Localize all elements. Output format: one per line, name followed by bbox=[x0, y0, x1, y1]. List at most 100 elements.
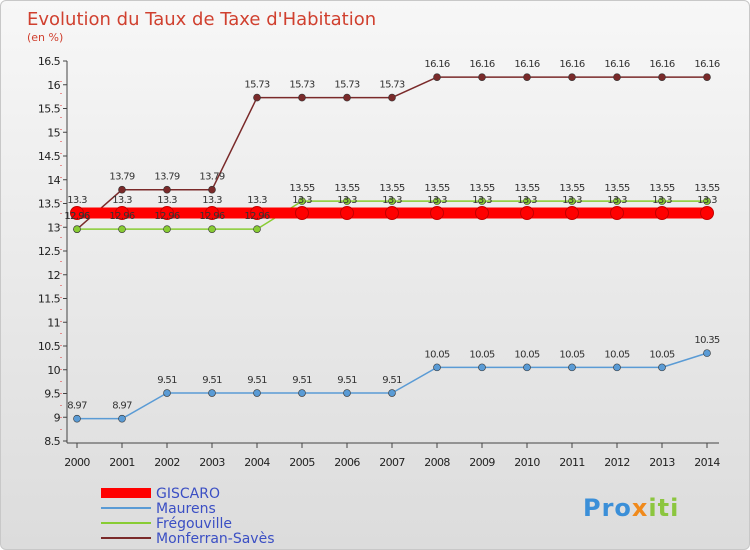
data-label-giscaro: 13.3 bbox=[472, 195, 492, 206]
data-point-fregouville bbox=[613, 197, 621, 205]
data-point-fregouville bbox=[73, 225, 81, 233]
data-point-fregouville bbox=[703, 197, 711, 205]
y-tick-label: 14 bbox=[47, 174, 60, 187]
legend-label-fregouville: Frégouville bbox=[156, 516, 232, 532]
y-tick-label: 14.5 bbox=[38, 150, 61, 163]
x-tick-label: 2011 bbox=[559, 456, 585, 469]
y-tick-label: 12.5 bbox=[38, 245, 61, 258]
data-point-fregouville bbox=[568, 197, 576, 205]
data-label-fregouville: 12.96 bbox=[109, 211, 134, 222]
y-tick-label: 9.5 bbox=[44, 388, 60, 401]
legend-label-monferran-saves: Monferran-Savès bbox=[156, 531, 275, 547]
data-point-giscaro bbox=[295, 206, 309, 220]
data-point-giscaro bbox=[700, 206, 714, 220]
series-layer bbox=[70, 73, 714, 423]
data-point-fregouville bbox=[298, 197, 306, 205]
x-tick-label: 2009 bbox=[469, 456, 495, 469]
data-point-giscaro bbox=[610, 206, 624, 220]
data-label-monferran-saves: 13.79 bbox=[154, 172, 179, 183]
data-label-maurens: 10.05 bbox=[559, 349, 584, 360]
data-label-maurens: 10.05 bbox=[469, 349, 494, 360]
data-label-fregouville: 12.96 bbox=[244, 211, 269, 222]
data-label-maurens: 9.51 bbox=[202, 375, 222, 386]
x-tick-label: 2005 bbox=[289, 456, 315, 469]
data-label-fregouville: 13.55 bbox=[694, 183, 719, 194]
data-point-monferran-saves bbox=[163, 185, 171, 194]
y-tick-label: 11.5 bbox=[38, 293, 61, 306]
data-label-monferran-saves: 16.16 bbox=[604, 59, 629, 70]
data-labels: 12.96 13.79 13.79 13.79 15.73 15.73 15.73 15.73… bbox=[64, 59, 720, 412]
data-point-monferran-saves bbox=[568, 73, 576, 81]
data-label-fregouville: 13.55 bbox=[469, 183, 494, 194]
data-label-monferran-saves: 15.73 bbox=[289, 80, 314, 91]
x-tick-label: 2001 bbox=[109, 456, 135, 469]
data-point-maurens bbox=[433, 363, 441, 372]
data-label-giscaro: 13.3 bbox=[427, 195, 447, 206]
x-tick-label: 2000 bbox=[64, 456, 90, 469]
data-label-fregouville: 13.55 bbox=[514, 183, 539, 194]
y-tick-label: 16 bbox=[47, 79, 60, 92]
data-point-giscaro bbox=[340, 206, 354, 220]
data-label-fregouville: 12.96 bbox=[199, 211, 224, 222]
data-point-monferran-saves bbox=[658, 73, 666, 81]
data-point-giscaro bbox=[520, 206, 534, 220]
data-label-monferran-saves: 16.16 bbox=[514, 59, 539, 70]
data-point-maurens bbox=[118, 414, 126, 423]
svg-text:Proxiti: Proxiti bbox=[583, 494, 679, 522]
data-point-monferran-saves bbox=[253, 93, 261, 102]
legend-label-giscaro: GISCARO bbox=[156, 486, 220, 502]
y-ticks: 8.5 9 9.5 10 10.5 11 11.5 12 12.5 13 13.5 14 14.5 15 1… bbox=[38, 55, 67, 448]
data-label-fregouville: 13.55 bbox=[424, 183, 449, 194]
x-tick-label: 2010 bbox=[514, 456, 540, 469]
x-tick-label: 2003 bbox=[199, 456, 225, 469]
data-label-giscaro: 13.3 bbox=[202, 195, 222, 206]
data-label-fregouville: 13.55 bbox=[334, 183, 359, 194]
data-point-fregouville bbox=[343, 197, 351, 205]
data-point-giscaro bbox=[115, 206, 129, 220]
data-point-maurens bbox=[253, 389, 261, 397]
data-point-maurens bbox=[163, 389, 171, 397]
y-tick-label: 9 bbox=[54, 411, 61, 424]
x-ticks: 2000 2001 2002 2003 2004 2005 2006 2007 2008 2009… bbox=[64, 443, 721, 469]
data-label-monferran-saves: 13.79 bbox=[109, 172, 134, 183]
data-point-maurens bbox=[478, 363, 486, 372]
data-label-monferran-saves: 15.73 bbox=[334, 80, 359, 91]
data-point-giscaro bbox=[160, 206, 174, 220]
data-point-maurens bbox=[298, 389, 306, 397]
data-point-giscaro bbox=[205, 206, 219, 220]
x-tick-label: 2012 bbox=[604, 456, 630, 469]
data-point-monferran-saves bbox=[388, 93, 396, 102]
data-point-monferran-saves bbox=[478, 73, 486, 81]
data-label-maurens: 10.05 bbox=[514, 349, 539, 360]
data-label-maurens: 9.51 bbox=[337, 375, 357, 386]
data-point-giscaro bbox=[70, 206, 84, 220]
data-point-fregouville bbox=[433, 197, 441, 205]
data-point-monferran-saves bbox=[613, 73, 621, 81]
data-point-monferran-saves bbox=[298, 93, 306, 102]
data-point-maurens bbox=[703, 349, 711, 357]
y-tick-label: 10 bbox=[47, 364, 60, 377]
data-label-monferran-saves: 12.96 bbox=[64, 211, 89, 222]
y-tick-label: 13.5 bbox=[38, 198, 61, 211]
data-point-giscaro bbox=[475, 206, 489, 220]
proxiti-logo: Proxiti bbox=[583, 494, 679, 522]
data-label-giscaro: 13.3 bbox=[517, 195, 537, 206]
data-label-giscaro: 13.3 bbox=[337, 195, 357, 206]
data-point-maurens bbox=[388, 389, 396, 397]
y-tick-label: 15 bbox=[47, 126, 60, 139]
data-point-monferran-saves bbox=[433, 73, 441, 81]
y-tick-label: 8.5 bbox=[44, 435, 60, 448]
data-label-fregouville: 13.55 bbox=[649, 183, 674, 194]
x-tick-label: 2013 bbox=[649, 456, 675, 469]
data-label-giscaro: 13.3 bbox=[292, 195, 312, 206]
data-point-maurens bbox=[568, 363, 576, 372]
x-tick-label: 2002 bbox=[154, 456, 180, 469]
data-label-maurens: 10.05 bbox=[604, 349, 629, 360]
data-label-maurens: 10.05 bbox=[424, 349, 449, 360]
data-label-monferran-saves: 16.16 bbox=[559, 59, 584, 70]
data-label-monferran-saves: 13.79 bbox=[199, 172, 224, 183]
data-label-maurens: 9.51 bbox=[292, 375, 312, 386]
y-tick-label: 11 bbox=[47, 316, 60, 329]
data-label-maurens: 10.05 bbox=[649, 349, 674, 360]
y-tick-label: 10.5 bbox=[38, 340, 61, 353]
